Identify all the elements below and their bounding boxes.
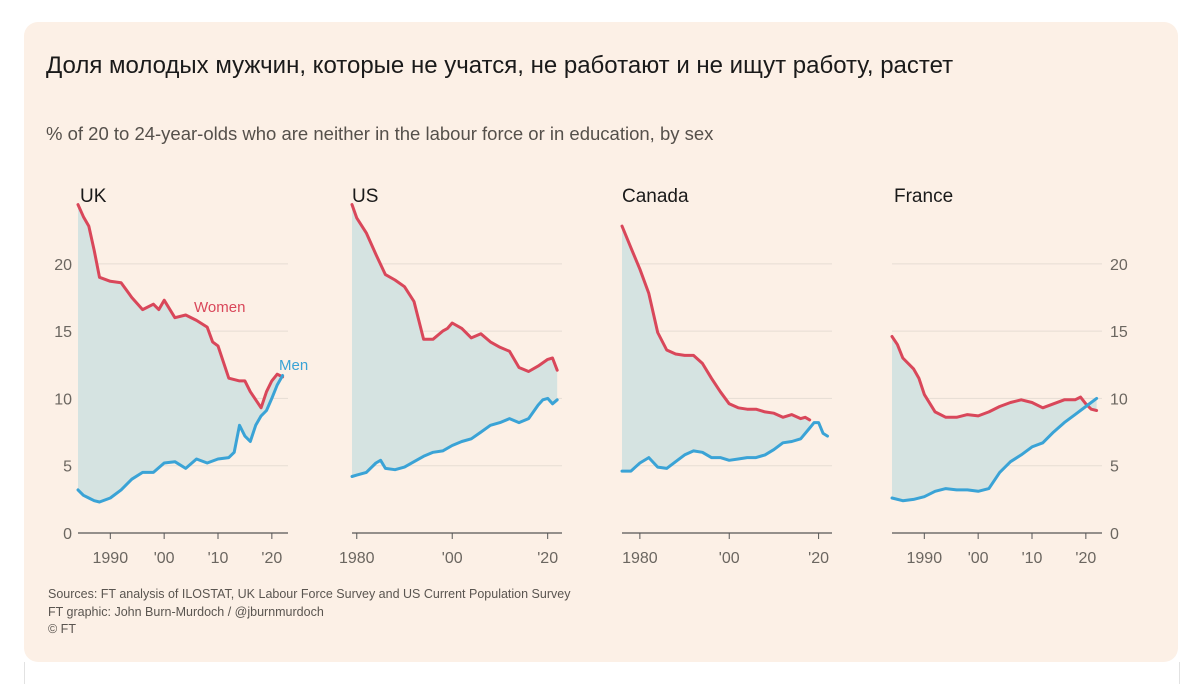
x-tick-label: '10 <box>1022 550 1043 567</box>
gap-area <box>78 204 283 502</box>
y-tick-label: 20 <box>1110 257 1128 274</box>
x-tick-label: '20 <box>1075 550 1096 567</box>
x-tick-label: '00 <box>442 550 463 567</box>
x-tick-label: 1980 <box>622 550 658 567</box>
chart-title: Доля молодых мужчин, которые не учатся, … <box>46 52 954 79</box>
x-tick-label: 1990 <box>907 550 943 567</box>
x-tick-label: '10 <box>208 550 229 567</box>
y-tick-label: 0 <box>1110 526 1119 543</box>
x-tick-label: '00 <box>719 550 740 567</box>
women-line <box>890 335 1099 419</box>
y-tick-label: 20 <box>54 257 72 274</box>
x-tick-label: '20 <box>537 550 558 567</box>
chart-subtitle: % of 20 to 24-year-olds who are neither … <box>46 123 714 144</box>
x-tick-label: '00 <box>968 550 989 567</box>
y-tick-label: 10 <box>1110 391 1128 408</box>
y-tick-label: 10 <box>54 391 72 408</box>
panel-title-us: US <box>352 186 378 207</box>
graphic-credit: FT graphic: John Burn-Murdoch / @jburnmu… <box>48 604 324 619</box>
chart-card <box>24 22 1178 662</box>
gap-area <box>622 226 810 472</box>
y-tick-label: 5 <box>63 459 72 476</box>
y-tick-label: 5 <box>1110 459 1119 476</box>
men-series-label: Men <box>279 357 308 374</box>
men-line <box>350 396 559 478</box>
women-line <box>620 224 812 422</box>
panel-title-canada: Canada <box>622 186 689 207</box>
x-tick-label: '00 <box>154 550 175 567</box>
x-tick-label: 1990 <box>93 550 129 567</box>
x-tick-label: 1980 <box>339 550 375 567</box>
men-line <box>620 421 829 473</box>
y-tick-label: 0 <box>63 526 72 543</box>
sources-block: Sources: FT analysis of ILOSTAT, UK Labo… <box>48 586 570 639</box>
panel-title-france: France <box>894 186 953 207</box>
x-tick-label: '20 <box>808 550 829 567</box>
men-line <box>76 374 285 504</box>
post-footer-strip <box>24 662 1180 684</box>
copyright: © FT <box>48 622 76 636</box>
x-tick-label: '20 <box>261 550 282 567</box>
women-series-label: Women <box>194 299 245 316</box>
gap-area <box>892 336 1097 501</box>
men-line <box>890 396 1099 503</box>
women-line <box>350 203 559 373</box>
y-tick-label: 15 <box>1110 324 1128 341</box>
women-line <box>76 203 285 410</box>
y-tick-label: 15 <box>54 324 72 341</box>
panel-title-uk: UK <box>80 186 107 207</box>
gap-area <box>352 204 558 477</box>
sources-line: Sources: FT analysis of ILOSTAT, UK Labo… <box>48 587 571 601</box>
